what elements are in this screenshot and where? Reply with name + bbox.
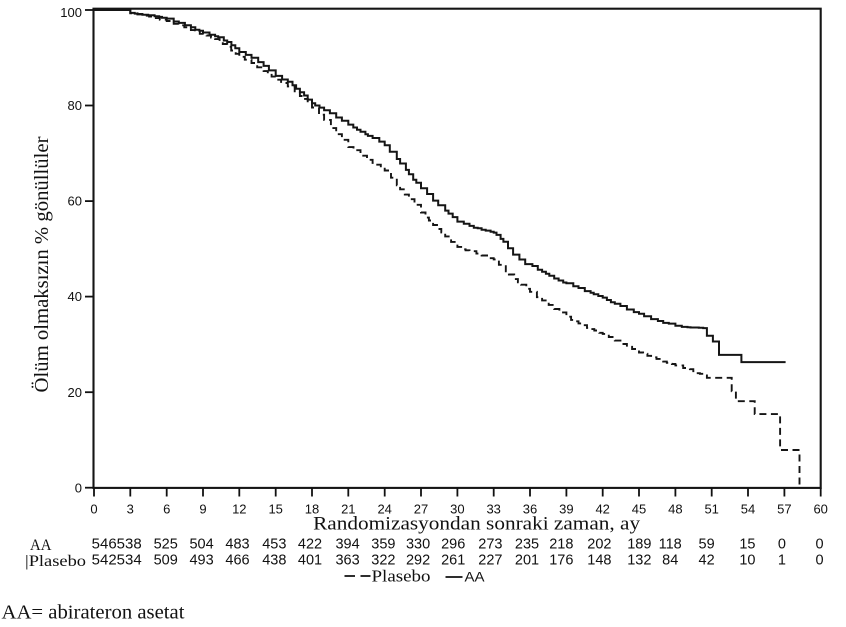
svg-text:Ölüm olmaksızın % gönüllüler: Ölüm olmaksızın % gönüllüler	[30, 136, 53, 392]
svg-text:235: 235	[515, 537, 539, 553]
svg-text:296: 296	[441, 537, 465, 553]
svg-text:322: 322	[371, 553, 395, 569]
svg-text:0: 0	[90, 502, 97, 517]
svg-text:15: 15	[268, 502, 282, 517]
svg-text:60: 60	[68, 194, 82, 209]
svg-text:189: 189	[627, 537, 651, 553]
svg-text:42: 42	[595, 502, 609, 517]
svg-text:0: 0	[815, 537, 823, 553]
svg-text:493: 493	[189, 553, 213, 569]
svg-text:40: 40	[68, 289, 82, 304]
svg-text:AA: AA	[30, 537, 52, 554]
svg-text:330: 330	[406, 537, 430, 553]
svg-text:483: 483	[225, 537, 249, 553]
svg-text:10: 10	[739, 553, 755, 569]
svg-text:0: 0	[75, 480, 82, 495]
svg-text:36: 36	[523, 502, 537, 517]
svg-text:54: 54	[741, 502, 755, 517]
svg-text:273: 273	[478, 537, 502, 553]
svg-text:453: 453	[262, 537, 286, 553]
svg-text:504: 504	[189, 537, 213, 553]
svg-text:1: 1	[778, 553, 786, 569]
svg-text:60: 60	[813, 502, 827, 517]
svg-text:AA: AA	[465, 570, 485, 585]
svg-text:45: 45	[632, 502, 646, 517]
svg-text:292: 292	[406, 553, 430, 569]
svg-text:227: 227	[478, 553, 502, 569]
svg-text:24: 24	[377, 502, 391, 517]
svg-text:542534: 542534	[92, 553, 142, 569]
svg-text:201: 201	[515, 553, 539, 569]
svg-text:15: 15	[739, 537, 755, 553]
svg-text:176: 176	[549, 553, 573, 569]
svg-text:546538: 546538	[92, 537, 142, 553]
svg-text:9: 9	[199, 502, 206, 517]
svg-text:6: 6	[163, 502, 170, 517]
svg-text:438: 438	[262, 553, 286, 569]
svg-text:Plasebo: Plasebo	[372, 567, 431, 586]
svg-text:3: 3	[127, 502, 134, 517]
svg-text:57: 57	[777, 502, 791, 517]
svg-text:33: 33	[486, 502, 500, 517]
svg-text:48: 48	[668, 502, 682, 517]
svg-text:359: 359	[371, 537, 395, 553]
svg-text:18: 18	[305, 502, 319, 517]
svg-text:100: 100	[60, 5, 82, 20]
svg-text:363: 363	[335, 553, 359, 569]
svg-text:509: 509	[154, 553, 178, 569]
svg-text:525: 525	[154, 537, 178, 553]
svg-text:|Plasebo: |Plasebo	[25, 553, 86, 570]
svg-text:118: 118	[659, 537, 682, 553]
svg-text:148: 148	[587, 553, 611, 569]
svg-text:132: 132	[627, 553, 651, 569]
svg-text:21: 21	[341, 502, 355, 517]
svg-text:AA= abirateron asetat: AA= abirateron asetat	[2, 603, 186, 623]
svg-text:27: 27	[414, 502, 428, 517]
svg-text:0: 0	[778, 537, 786, 553]
svg-text:261: 261	[441, 553, 465, 569]
svg-text:466: 466	[225, 553, 249, 569]
svg-text:20: 20	[68, 385, 82, 400]
svg-text:401: 401	[298, 553, 322, 569]
svg-text:51: 51	[704, 502, 718, 517]
svg-text:80: 80	[68, 98, 82, 113]
svg-text:0: 0	[815, 553, 823, 569]
svg-text:202: 202	[587, 537, 611, 553]
svg-text:39: 39	[559, 502, 573, 517]
svg-text:422: 422	[298, 537, 322, 553]
svg-text:394: 394	[335, 537, 359, 553]
svg-text:84: 84	[662, 553, 678, 569]
svg-text:59: 59	[699, 537, 715, 553]
svg-text:218: 218	[549, 537, 573, 553]
svg-text:42: 42	[699, 553, 715, 569]
svg-text:30: 30	[450, 502, 464, 517]
svg-text:Randomizasyondan sonraki zaman: Randomizasyondan sonraki zaman, ay	[313, 514, 641, 535]
svg-text:12: 12	[232, 502, 246, 517]
